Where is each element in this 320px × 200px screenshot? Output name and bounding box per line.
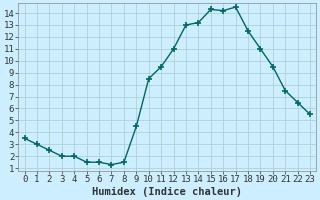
X-axis label: Humidex (Indice chaleur): Humidex (Indice chaleur) (92, 186, 242, 197)
